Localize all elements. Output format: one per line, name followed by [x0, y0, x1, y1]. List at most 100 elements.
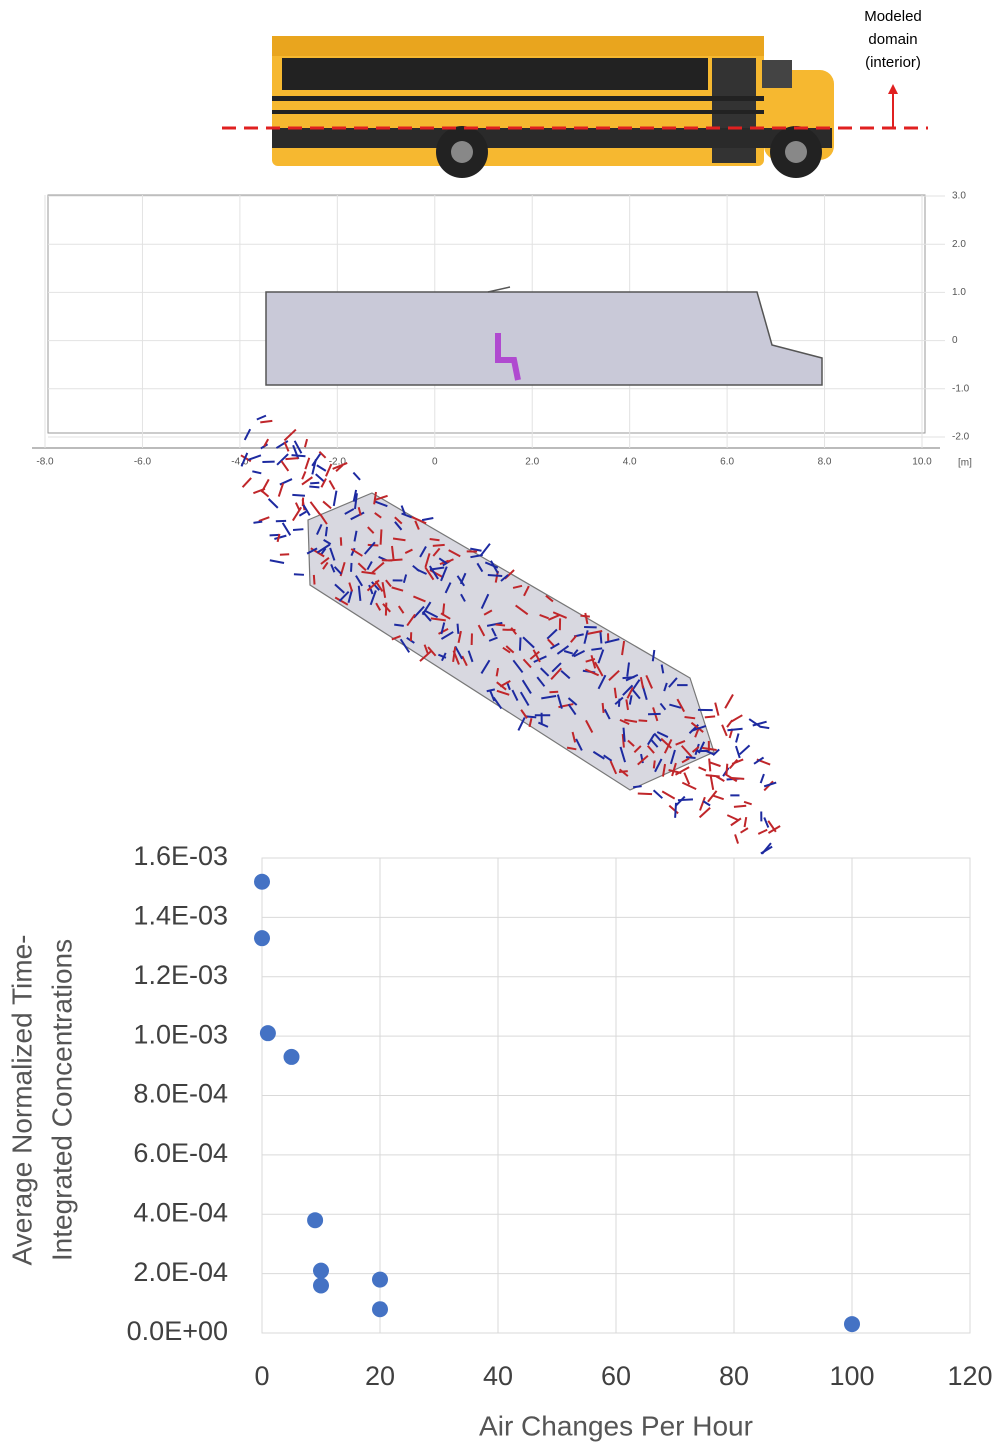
vector	[379, 529, 383, 545]
vector	[622, 684, 634, 696]
vector	[659, 702, 667, 711]
vector	[691, 724, 707, 732]
vector	[484, 561, 499, 569]
vector	[304, 438, 309, 448]
vector	[730, 817, 742, 827]
vector	[480, 659, 491, 674]
vector	[622, 727, 626, 742]
vector	[523, 585, 530, 597]
vector	[699, 796, 706, 811]
x-tick-label: 8.0	[818, 457, 832, 468]
vector	[763, 781, 777, 788]
data-point	[283, 1048, 300, 1065]
vector	[406, 613, 416, 627]
vector	[685, 756, 696, 759]
y-tick-label: 1.2E-03	[133, 960, 228, 990]
vector	[293, 440, 303, 454]
vector	[626, 662, 631, 677]
vector	[456, 575, 466, 587]
vector	[274, 534, 287, 540]
vector	[373, 491, 377, 505]
vector	[632, 689, 641, 700]
vector	[567, 703, 577, 716]
data-point	[259, 1025, 276, 1042]
vector	[518, 637, 522, 651]
vector	[691, 746, 700, 753]
vector	[457, 630, 462, 644]
vector	[712, 748, 720, 756]
vector	[316, 464, 327, 472]
vector	[571, 731, 577, 743]
x-tick-label: 60	[601, 1361, 631, 1391]
vector	[247, 454, 262, 461]
vector	[486, 688, 496, 693]
vector	[397, 605, 405, 614]
y-tick-label: 6.0E-04	[133, 1138, 228, 1168]
vector	[404, 548, 413, 554]
vector	[517, 717, 526, 731]
vector	[537, 721, 549, 728]
vector	[637, 754, 649, 766]
vector	[563, 650, 574, 655]
vector	[366, 579, 380, 592]
data-point	[372, 1271, 388, 1288]
vector	[704, 715, 716, 719]
vector	[729, 758, 739, 769]
y-axis-title: Integrated Concentrations	[46, 939, 77, 1261]
y-tick-label: 8.0E-04	[133, 1079, 228, 1109]
vector	[510, 627, 517, 635]
vector	[624, 718, 638, 723]
vector	[347, 589, 354, 603]
vector	[603, 708, 611, 720]
vector	[533, 655, 547, 663]
vector	[432, 543, 445, 547]
vector	[444, 582, 452, 594]
vector	[567, 697, 578, 706]
vector	[363, 541, 376, 555]
vector	[669, 703, 682, 709]
vector	[275, 440, 289, 449]
vector	[519, 691, 530, 706]
vector	[382, 603, 391, 613]
vector	[651, 649, 656, 662]
vector	[529, 650, 540, 660]
airflow-vectors	[240, 414, 781, 855]
y-tick-label: -2.0	[952, 432, 970, 443]
vector	[609, 760, 618, 775]
x-tick-label: 2.0	[525, 457, 539, 468]
vector	[708, 758, 712, 772]
vector	[646, 745, 655, 754]
vector	[292, 493, 306, 497]
vector	[240, 452, 249, 467]
vector	[522, 636, 535, 649]
vector	[725, 763, 729, 775]
vector	[627, 739, 635, 747]
vector	[587, 630, 603, 635]
vector	[759, 725, 770, 730]
vector	[390, 545, 395, 560]
vector	[316, 543, 331, 554]
vector	[675, 795, 686, 807]
vector	[551, 662, 562, 673]
vector	[334, 596, 349, 606]
y-tick-label: 2.0E-04	[133, 1257, 228, 1287]
x-tick-label: 80	[719, 1361, 749, 1391]
vector	[335, 464, 344, 473]
y-tick-label: -1.0	[952, 383, 970, 394]
vector	[721, 724, 728, 737]
y-tick-label: 4.0E-04	[133, 1197, 228, 1227]
vector	[292, 528, 304, 532]
vector	[734, 834, 740, 844]
vector	[241, 477, 252, 488]
vector	[319, 513, 328, 525]
vector	[385, 579, 392, 588]
vector	[740, 827, 749, 834]
vector	[338, 590, 350, 602]
vector	[263, 438, 270, 447]
vector	[298, 510, 307, 517]
vector	[353, 493, 358, 510]
vector	[350, 547, 356, 557]
x-tick-label: 120	[947, 1361, 992, 1391]
vector	[371, 581, 381, 591]
